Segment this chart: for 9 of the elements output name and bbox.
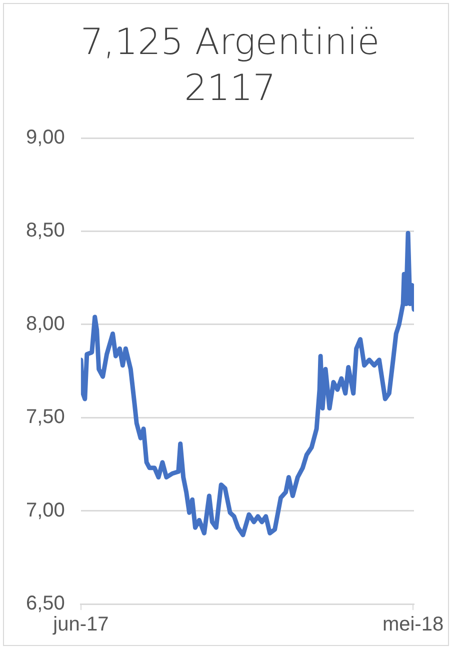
y-tick-label: 7,50 bbox=[26, 406, 65, 428]
y-tick-label: 7,00 bbox=[26, 499, 65, 522]
y-tick-label: 8,00 bbox=[26, 312, 65, 335]
x-tick-label: mei-18 bbox=[382, 614, 444, 636]
x-tick-label: jun-17 bbox=[52, 614, 109, 636]
chart-title: 7,125 Argentinië 2117 bbox=[80, 21, 380, 111]
y-tick-label: 8,50 bbox=[26, 220, 65, 242]
y-tick-label: 6,50 bbox=[26, 592, 65, 615]
y-tick-label: 9,00 bbox=[26, 126, 65, 149]
